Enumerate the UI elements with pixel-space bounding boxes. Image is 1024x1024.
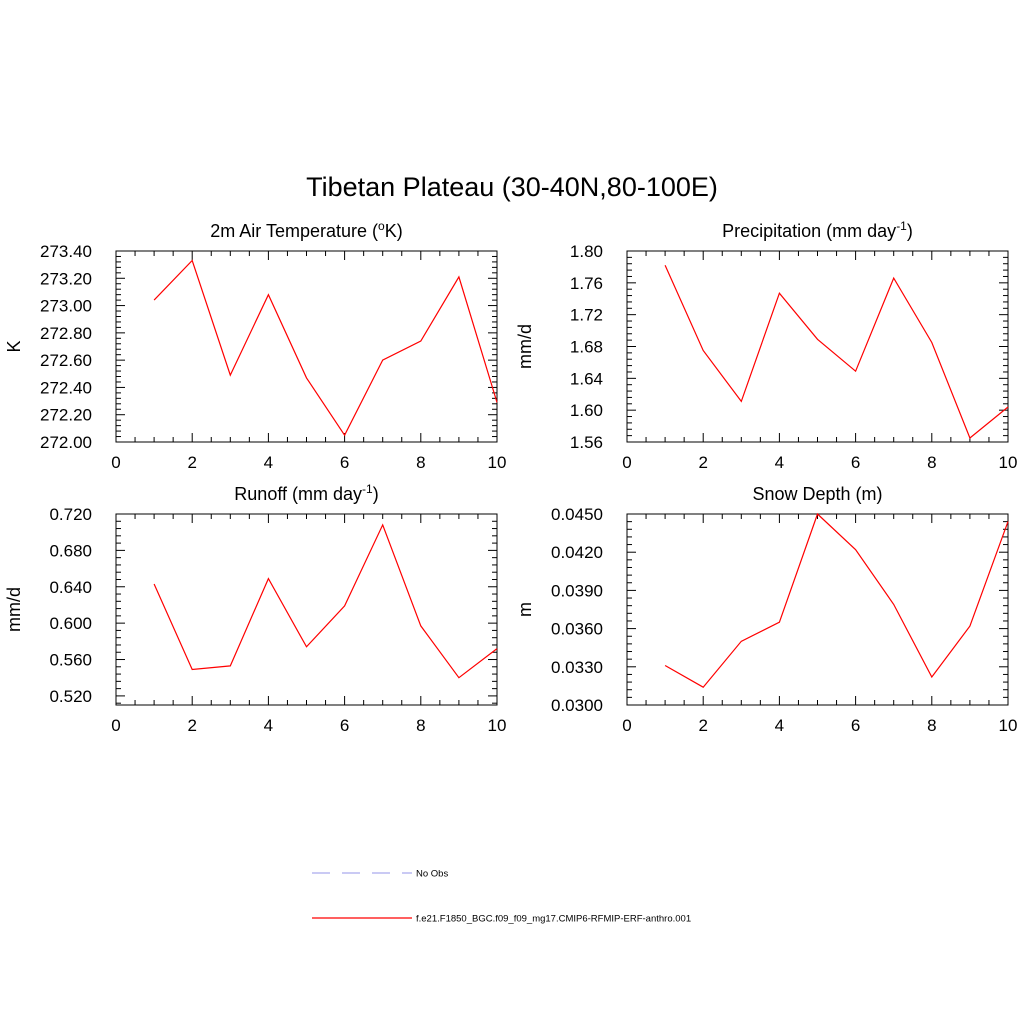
panel-title-tail: ) bbox=[907, 221, 913, 241]
y-tick-label: 0.0300 bbox=[551, 696, 603, 715]
panel-title-main: Precipitation (mm day bbox=[722, 221, 896, 241]
x-tick-label: 8 bbox=[927, 453, 936, 472]
x-tick-label: 10 bbox=[488, 716, 507, 735]
panel-2: Precipitation (mm day-1) mm/d 0 2 4 6 8 10 1.56 1… bbox=[515, 219, 1017, 472]
x-tick-label: 2 bbox=[698, 453, 707, 472]
legend: No Obs f.e21.F1850_BGC.f09_f09_mg17.CMIP6… bbox=[312, 869, 691, 925]
y-tick-label: 1.80 bbox=[570, 242, 603, 261]
panel-title-tail: K) bbox=[385, 221, 403, 241]
y-tick-label: 0.0420 bbox=[551, 543, 603, 562]
legend-item-2: f.e21.F1850_BGC.f09_f09_mg17.CMIP6-RFMIP… bbox=[312, 914, 691, 925]
y-tick-label: 1.76 bbox=[570, 274, 603, 293]
panel-3: Runoff (mm day-1) mm/d 0 2 4 6 8 10 0.520 0.560 0.… bbox=[4, 482, 506, 735]
main-title: Tibetan Plateau (30-40N,80-100E) bbox=[306, 172, 718, 202]
y-tick-label: 0.640 bbox=[49, 578, 92, 597]
y-tick-label: 272.60 bbox=[40, 351, 92, 370]
y-axis-label: m bbox=[515, 602, 535, 617]
y-tick-label: 0.0360 bbox=[551, 620, 603, 639]
y-tick-label: 272.00 bbox=[40, 433, 92, 452]
plot-frame bbox=[115, 513, 498, 706]
y-tick-label: 0.0330 bbox=[551, 658, 603, 677]
panel-title-sup: o bbox=[378, 219, 385, 233]
y-tick-label: 273.40 bbox=[40, 242, 92, 261]
x-tick-label: 6 bbox=[340, 716, 349, 735]
x-tick-label: 10 bbox=[999, 453, 1018, 472]
y-tick-label: 272.40 bbox=[40, 378, 92, 397]
panel-title-main: 2m Air Temperature ( bbox=[210, 221, 378, 241]
plot-frame bbox=[626, 250, 1009, 443]
x-tick-label: 4 bbox=[775, 453, 784, 472]
y-tick-label: 273.20 bbox=[40, 269, 92, 288]
panel-title: Precipitation (mm day-1) bbox=[722, 219, 913, 241]
y-tick-label: 0.680 bbox=[49, 541, 92, 560]
panel-title: Snow Depth (m) bbox=[752, 484, 882, 504]
y-tick-label: 1.68 bbox=[570, 338, 603, 357]
x-tick-label: 0 bbox=[111, 453, 120, 472]
series-line bbox=[153, 523, 498, 679]
panel-title-main: Runoff (mm day bbox=[234, 484, 362, 504]
y-tick-label: 0.520 bbox=[49, 687, 92, 706]
x-tick-label: 4 bbox=[775, 716, 784, 735]
x-tick-label: 2 bbox=[187, 716, 196, 735]
x-tick-label: 4 bbox=[264, 453, 273, 472]
x-tick-label: 2 bbox=[698, 716, 707, 735]
y-tick-label: 272.20 bbox=[40, 406, 92, 425]
x-tick-label: 10 bbox=[999, 716, 1018, 735]
panel-4: Snow Depth (m) m 0 2 4 6 8 10 0.0300 0.0330 0.0360… bbox=[515, 484, 1017, 735]
x-tick-label: 10 bbox=[488, 453, 507, 472]
panel-1: 2m Air Temperature (oK) K 0 2 4 6 8 10 272.00 272… bbox=[4, 219, 506, 472]
x-tick-label: 0 bbox=[111, 716, 120, 735]
series-line bbox=[664, 512, 1009, 688]
y-tick-label: 1.72 bbox=[570, 306, 603, 325]
x-tick-label: 4 bbox=[264, 716, 273, 735]
panel-title-tail: ) bbox=[373, 484, 379, 504]
panel-title: Runoff (mm day-1) bbox=[234, 482, 378, 504]
y-tick-label: 273.00 bbox=[40, 297, 92, 316]
panel-title-sup: -1 bbox=[896, 219, 907, 233]
y-axis-label: mm/d bbox=[515, 324, 535, 369]
y-tick-label: 0.0450 bbox=[551, 505, 603, 524]
x-tick-label: 6 bbox=[851, 453, 860, 472]
x-tick-label: 0 bbox=[622, 453, 631, 472]
y-tick-label: 1.60 bbox=[570, 401, 603, 420]
x-tick-label: 8 bbox=[927, 716, 936, 735]
chart-panels: 2m Air Temperature (oK) K 0 2 4 6 8 10 272.00 272… bbox=[4, 219, 1017, 735]
x-tick-label: 8 bbox=[416, 453, 425, 472]
legend-label: No Obs bbox=[416, 869, 448, 880]
y-tick-label: 0.560 bbox=[49, 651, 92, 670]
y-tick-label: 0.0390 bbox=[551, 581, 603, 600]
panel-title: 2m Air Temperature (oK) bbox=[210, 219, 402, 241]
y-tick-label: 1.56 bbox=[570, 433, 603, 452]
x-tick-label: 6 bbox=[340, 453, 349, 472]
x-tick-label: 2 bbox=[187, 453, 196, 472]
y-axis-label: mm/d bbox=[4, 587, 24, 632]
panel-title-main: Snow Depth (m) bbox=[752, 484, 882, 504]
y-axis-label: K bbox=[4, 340, 24, 352]
panel-title-sup: -1 bbox=[362, 482, 373, 496]
series-line bbox=[153, 259, 498, 437]
x-tick-label: 6 bbox=[851, 716, 860, 735]
y-tick-label: 0.720 bbox=[49, 505, 92, 524]
y-tick-label: 0.600 bbox=[49, 614, 92, 633]
y-tick-label: 272.80 bbox=[40, 324, 92, 343]
legend-item-1: No Obs bbox=[312, 869, 448, 880]
x-tick-label: 8 bbox=[416, 716, 425, 735]
y-tick-label: 1.64 bbox=[570, 369, 603, 388]
series-line bbox=[664, 265, 1009, 439]
legend-label: f.e21.F1850_BGC.f09_f09_mg17.CMIP6-RFMIP… bbox=[416, 914, 691, 925]
x-tick-label: 0 bbox=[622, 716, 631, 735]
